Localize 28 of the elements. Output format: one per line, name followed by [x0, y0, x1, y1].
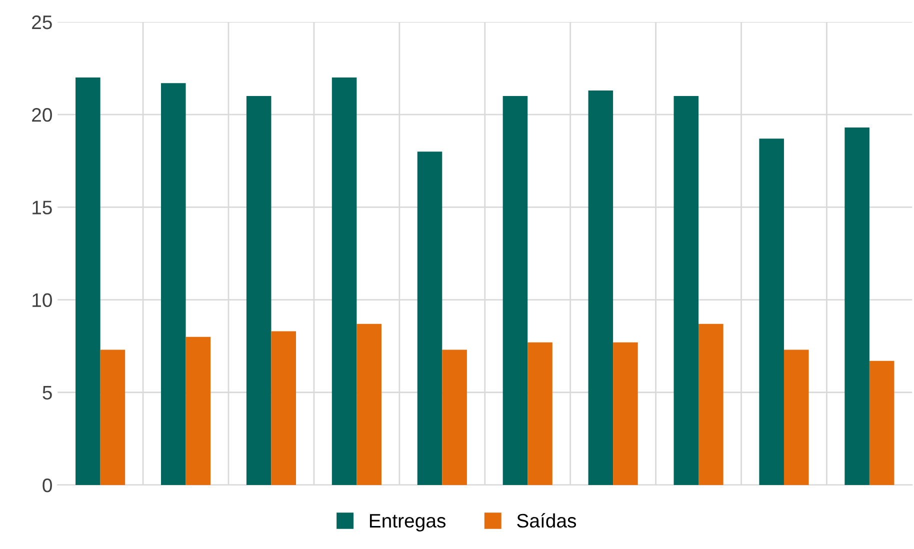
bar	[160, 83, 186, 485]
bar	[76, 78, 100, 485]
y-tick-label: 25	[32, 15, 52, 30]
bar	[356, 324, 382, 485]
bar	[698, 324, 724, 485]
bar	[442, 350, 467, 485]
bar	[417, 152, 442, 485]
bar	[332, 78, 357, 485]
y-tick-label: 15	[32, 200, 52, 214]
bar	[674, 96, 699, 485]
legend-label: Saídas	[517, 513, 576, 528]
y-tick-label: 10	[32, 293, 52, 308]
bar	[100, 350, 126, 485]
bar	[271, 331, 296, 485]
bar	[528, 342, 552, 485]
y-tick-label: 20	[32, 108, 52, 122]
y-tick-label: 0	[42, 478, 52, 492]
bar	[246, 96, 272, 485]
bar	[613, 342, 638, 485]
bar	[502, 96, 528, 485]
bar	[784, 350, 809, 485]
bar	[588, 90, 614, 485]
bar	[869, 360, 894, 485]
y-tick-label: 5	[42, 386, 52, 400]
bar	[759, 138, 784, 485]
bar	[186, 336, 211, 485]
legend-label: Entregas	[370, 514, 446, 532]
bar	[844, 128, 870, 485]
